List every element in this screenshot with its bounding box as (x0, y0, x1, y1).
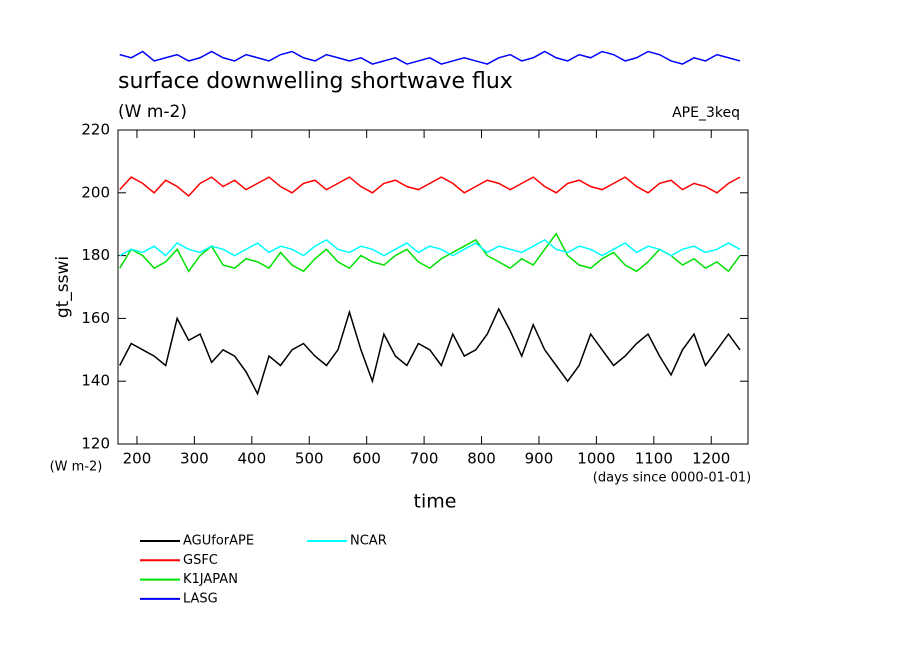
legend-label: GSFC (183, 553, 218, 568)
x-tick-label: 500 (295, 450, 324, 468)
x-tick-label: 1000 (577, 450, 615, 468)
chart-subtitle: (W m-2) (118, 102, 187, 122)
y-tick-label: 180 (81, 246, 110, 264)
chart-title: surface downwelling shortwave flux (118, 69, 513, 94)
x-tick-label: 600 (352, 450, 381, 468)
x-tick-label: 800 (467, 450, 496, 468)
series-line (119, 238, 741, 257)
x-tick-label: 1200 (692, 450, 730, 468)
x-tick-label: 200 (123, 450, 152, 468)
plot-frame (117, 129, 749, 445)
legend-label: NCAR (350, 534, 387, 549)
y-tick-label: 220 (81, 121, 110, 139)
legend-label: AGUforAPE (183, 534, 254, 549)
legend-label: LASG (183, 591, 218, 606)
series-line (119, 232, 741, 273)
x-tick-label: 300 (180, 450, 209, 468)
x-tick-label: 400 (237, 450, 266, 468)
x-axis-label: time (414, 491, 457, 513)
annotation: APE_3keq (672, 105, 740, 121)
series-line (119, 50, 741, 65)
y-axis-label: gt_sswi (53, 256, 73, 318)
x-tick-label: 700 (410, 450, 439, 468)
y-unit-label: (W m-2) (50, 460, 103, 475)
x-tick-label: 1100 (635, 450, 673, 468)
x-tick-label: 900 (525, 450, 554, 468)
series-line (119, 176, 741, 197)
y-tick-label: 200 (81, 183, 110, 201)
series-line (119, 307, 741, 396)
y-tick-label: 120 (81, 435, 110, 453)
y-tick-label: 140 (81, 372, 110, 390)
y-tick-label: 160 (81, 309, 110, 327)
x-unit-label: (days since 0000-01-01) (593, 471, 751, 486)
legend-label: K1JAPAN (183, 572, 238, 587)
